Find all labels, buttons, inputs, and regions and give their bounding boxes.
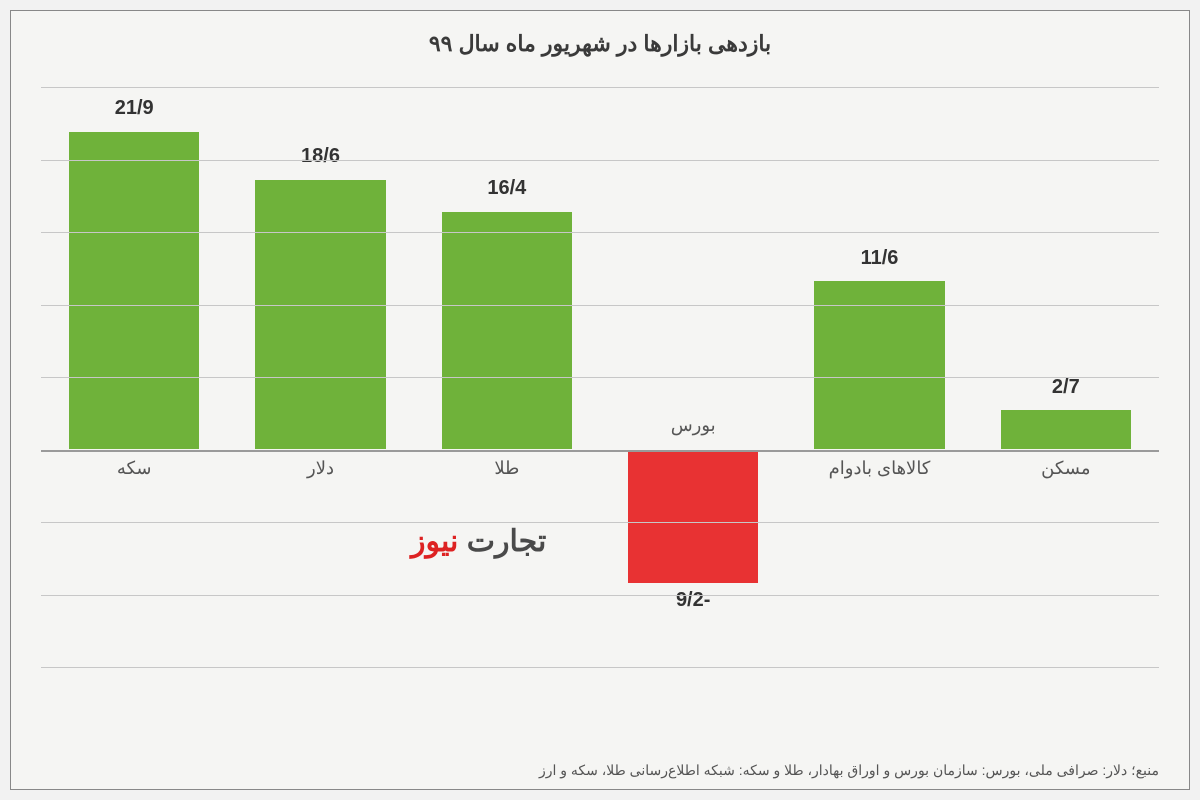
gridline	[41, 160, 1159, 161]
bar	[255, 180, 385, 450]
bar	[69, 132, 199, 450]
gridline	[41, 232, 1159, 233]
bar	[442, 212, 572, 450]
gridline	[41, 667, 1159, 668]
category-label: سکه	[41, 458, 227, 479]
bar	[1001, 410, 1131, 449]
bar-value-label: 18/6	[227, 145, 413, 168]
source-text: منبع؛ دلار: صرافی ملی، بورس: سازمان بورس…	[539, 762, 1159, 779]
plot-area: 21/9 سکه 18/6 دلار 16/4 طلا -9/2 بورس 11/6 کالاها…	[41, 87, 1159, 667]
bar-value-label: 16/4	[414, 177, 600, 200]
category-label: مسکن	[973, 458, 1159, 479]
gridline	[41, 522, 1159, 523]
category-label: بورس	[600, 415, 786, 436]
bar-value-label: 2/7	[973, 376, 1159, 399]
gridline	[41, 595, 1159, 596]
chart-title: بازدهی بازارها در شهریور ماه سال ۹۹	[41, 31, 1159, 57]
baseline	[41, 450, 1159, 452]
gridline	[41, 377, 1159, 378]
watermark-part2: نیوز	[411, 525, 458, 558]
bar-value-label: -9/2	[600, 589, 786, 612]
bar	[814, 281, 944, 449]
bar-value-label: 21/9	[41, 97, 227, 120]
watermark: تجارت نیوز	[411, 524, 546, 559]
gridline	[41, 305, 1159, 306]
watermark-part1: تجارت	[467, 525, 547, 558]
gridline	[41, 87, 1159, 88]
category-label: دلار	[227, 458, 413, 479]
category-label: طلا	[414, 458, 600, 479]
bar	[628, 450, 758, 583]
category-label: کالاهای بادوام	[786, 458, 972, 479]
bar-value-label: 11/6	[786, 247, 972, 270]
chart-frame: بازدهی بازارها در شهریور ماه سال ۹۹ 21/9…	[10, 10, 1190, 790]
